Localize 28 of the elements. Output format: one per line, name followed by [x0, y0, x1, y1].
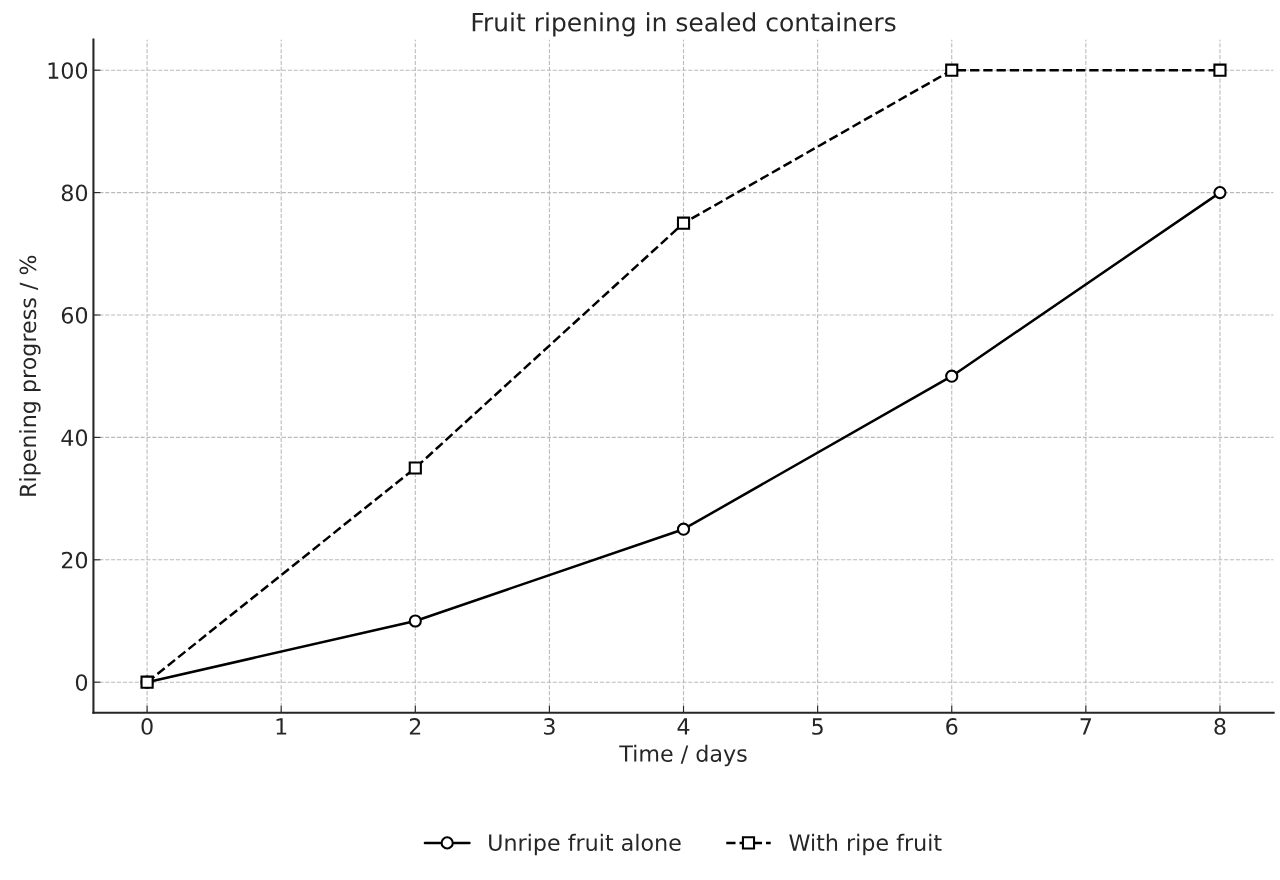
point: [408, 461, 422, 475]
y-tick-label: 80: [61, 184, 88, 202]
x-tick-label: 8: [1214, 718, 1226, 735]
chart-title: Fruit ripening in sealed containers: [472, 12, 896, 37]
x-axis-title: Time / days: [619, 744, 747, 767]
legend-label: With ripe fruit: [789, 833, 942, 856]
y-tick-label: 0: [75, 674, 88, 691]
point: [945, 63, 959, 77]
legend-label: Unripe fruit alone: [489, 833, 681, 856]
x-tick-label: 3: [544, 718, 555, 735]
x-tick-label: 2: [409, 718, 421, 735]
y-axis-title: Ripening progress / %: [19, 255, 41, 496]
point: [1213, 63, 1227, 77]
point: [945, 369, 959, 383]
y-tick-label: 100: [48, 62, 88, 79]
x-tick-label: 6: [946, 718, 958, 735]
point: [676, 522, 691, 536]
x-tick-label: 0: [141, 718, 153, 735]
x-tick-label: 5: [812, 718, 823, 735]
y-tick-label: 20: [61, 551, 88, 569]
y-tick-label: 60: [61, 306, 88, 324]
y-tick-label: 40: [61, 429, 88, 447]
point: [676, 216, 691, 230]
x-tick-label: 7: [1080, 718, 1092, 735]
point: [408, 614, 422, 628]
x-tick-label: 4: [677, 718, 690, 735]
point: [1213, 186, 1227, 200]
x-tick-label: 1: [276, 718, 287, 735]
